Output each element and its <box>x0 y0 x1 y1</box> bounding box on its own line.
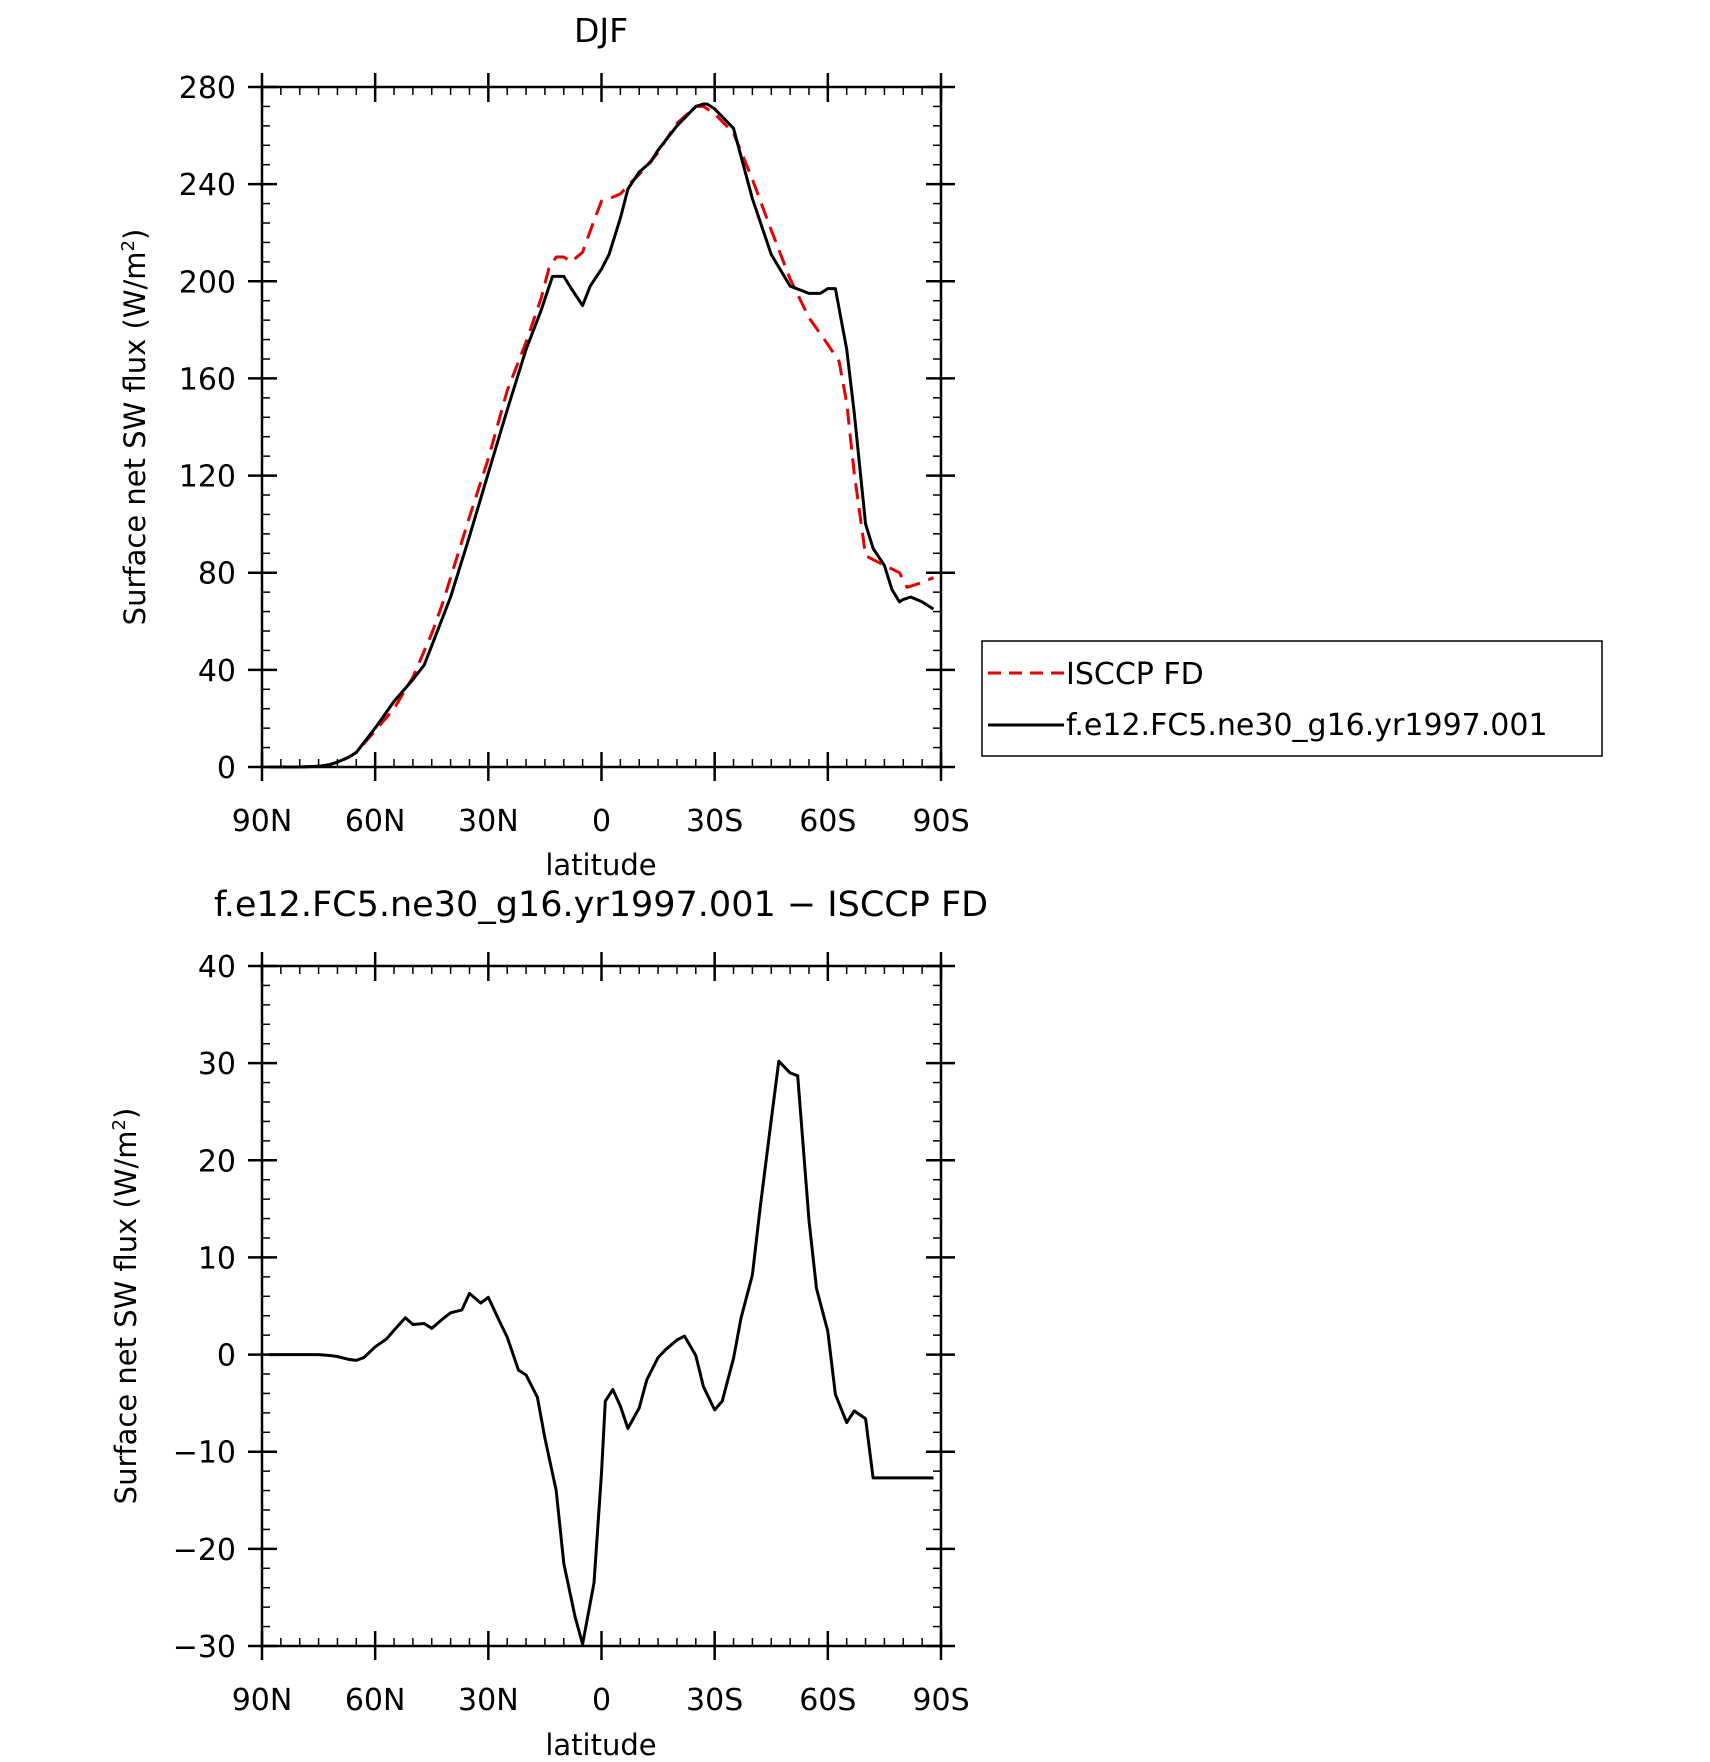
y-tick-label: 20 <box>198 1144 236 1179</box>
bottom-y-axis-label-main: Surface net SW flux (W/m <box>109 1130 143 1504</box>
bottom-y-axis-label: Surface net SW flux (W/m2) <box>109 1108 143 1505</box>
x-tick-label: 90S <box>912 1683 969 1718</box>
top-x-axis-label: latitude <box>545 848 656 882</box>
bottom-y-tick-labels: 40 30 20 10 0 −10 −20 −30 <box>173 950 236 1665</box>
bottom-axis-ticks <box>248 952 955 1660</box>
top-plot-frame <box>260 85 943 769</box>
bottom-panel: f.e12.FC5.ne30_g16.yr1997.001 − ISCCP FD… <box>109 885 988 1762</box>
difference-line <box>269 1059 934 1646</box>
bottom-x-axis-label: latitude <box>545 1728 656 1762</box>
x-tick-label: 60S <box>799 1683 856 1718</box>
x-tick-label: 0 <box>592 1683 611 1718</box>
x-tick-label: 30S <box>686 1683 743 1718</box>
x-tick-label: 60N <box>345 1683 406 1718</box>
y-tick-label: 280 <box>179 71 236 106</box>
bottom-y-axis-label-close: ) <box>109 1108 143 1119</box>
y-tick-label: 10 <box>198 1241 236 1276</box>
top-y-axis-label: Surface net SW flux (W/m2) <box>118 229 152 626</box>
x-tick-label: 90S <box>912 804 969 839</box>
y-tick-label: 160 <box>179 362 236 397</box>
y-tick-label: 0 <box>217 751 236 786</box>
x-tick-label: 60N <box>345 804 406 839</box>
y-tick-label: 30 <box>198 1047 236 1082</box>
top-y-axis-label-main: Surface net SW flux (W/m <box>118 251 152 625</box>
isccp-fd-line <box>269 104 935 769</box>
x-tick-label: 90N <box>232 804 293 839</box>
bottom-y-axis-label-sup: 2 <box>109 1119 130 1130</box>
y-tick-label: 80 <box>198 557 236 592</box>
model-line <box>269 102 935 769</box>
bottom-series-lines <box>269 1059 934 1646</box>
bottom-x-tick-labels: 90N 60N 30N 0 30S 60S 90S <box>232 1683 970 1718</box>
top-y-axis-label-sup: 2 <box>118 240 139 251</box>
top-panel-title: DJF <box>574 11 628 50</box>
x-tick-label: 0 <box>592 804 611 839</box>
x-tick-label: 60S <box>799 804 856 839</box>
top-series-lines <box>269 102 935 769</box>
y-tick-label: 0 <box>217 1339 236 1374</box>
y-tick-label: 240 <box>179 168 236 203</box>
top-y-axis-label-close: ) <box>118 229 152 240</box>
y-tick-label: −20 <box>173 1533 236 1568</box>
y-tick-label: −30 <box>173 1630 236 1665</box>
y-tick-label: −10 <box>173 1436 236 1471</box>
y-tick-label: 200 <box>179 265 236 300</box>
top-axis-ticks <box>248 73 955 781</box>
legend-box <box>981 640 1603 757</box>
x-tick-label: 90N <box>232 1683 293 1718</box>
x-tick-label: 30N <box>458 804 519 839</box>
top-panel: DJF 0 40 80 120 160 200 240 280 90N 60N 30N 0 30S 60… <box>118 11 1603 882</box>
top-y-tick-labels: 0 40 80 120 160 200 240 280 <box>179 71 236 786</box>
y-tick-label: 40 <box>198 950 236 985</box>
bottom-panel-title: f.e12.FC5.ne30_g16.yr1997.001 − ISCCP FD <box>214 885 988 925</box>
y-tick-label: 40 <box>198 654 236 689</box>
y-tick-label: 120 <box>179 460 236 495</box>
bottom-plot-frame <box>260 964 943 1648</box>
x-tick-label: 30S <box>686 804 743 839</box>
legend-label-model: f.e12.FC5.ne30_g16.yr1997.001 <box>1066 708 1548 743</box>
legend-label-isccp: ISCCP FD <box>1066 657 1204 692</box>
x-tick-label: 30N <box>458 1683 519 1718</box>
top-x-tick-labels: 90N 60N 30N 0 30S 60S 90S <box>232 804 970 839</box>
legend: ISCCP FD f.e12.FC5.ne30_g16.yr1997.001 <box>981 640 1603 757</box>
